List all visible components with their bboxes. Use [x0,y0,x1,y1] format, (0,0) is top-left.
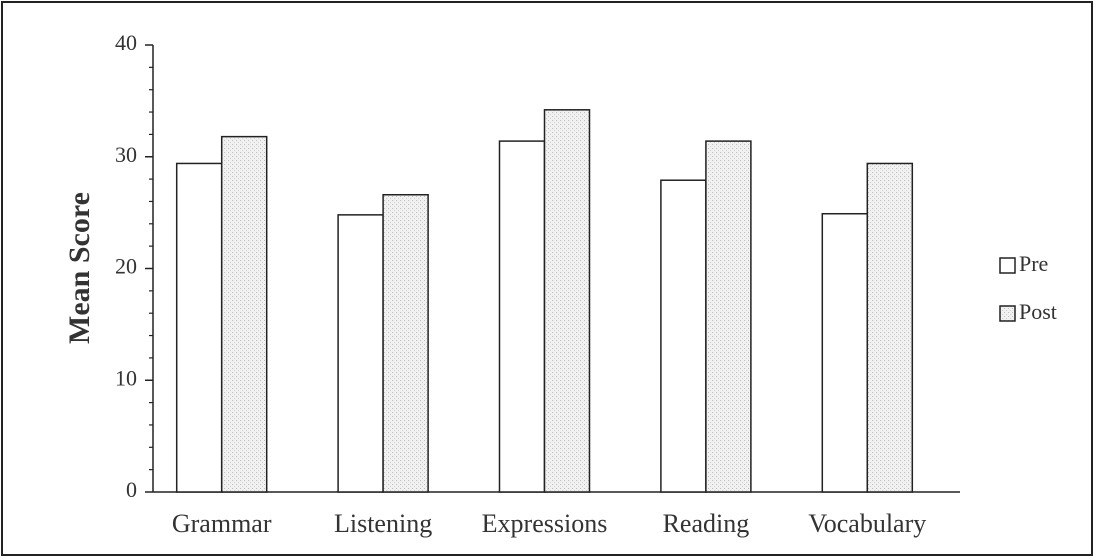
bar-post-vocabulary [866,162,914,493]
y-tick-label: 30 [115,142,137,167]
legend-swatch-post [999,305,1016,322]
legend-swatch-pre [999,257,1016,274]
bar-pre-vocabulary [821,212,869,493]
y-axis-label: Mean Score [63,192,96,344]
x-tick-labels: Grammar Listening Expressions Reading Vocabu… [172,509,926,538]
y-tick-label: 40 [115,30,137,55]
y-tick-label: 20 [115,254,137,279]
bar-post-expressions [543,109,591,493]
legend: Pre Post [999,251,1057,324]
bar-post-listening [382,193,429,493]
legend-label-pre: Pre [1019,251,1048,276]
x-tick-label: Vocabulary [808,509,926,538]
bar-pre-grammar [175,162,223,493]
bar-post-grammar [220,135,268,493]
x-tick-label: Expressions [482,509,608,538]
x-tick-label: Reading [663,509,750,538]
y-ticks: 0 10 20 30 40 [115,30,153,502]
y-tick-label: 0 [126,477,137,502]
bars [175,109,914,493]
x-tick-label: Grammar [172,509,272,538]
bar-pre-reading [660,179,707,493]
legend-label-post: Post [1019,299,1057,324]
bar-pre-expressions [498,140,546,493]
bar-post-reading [705,140,752,493]
x-tick-label: Listening [334,509,432,538]
bar-pre-listening [337,214,384,493]
y-tick-label: 10 [115,365,137,390]
